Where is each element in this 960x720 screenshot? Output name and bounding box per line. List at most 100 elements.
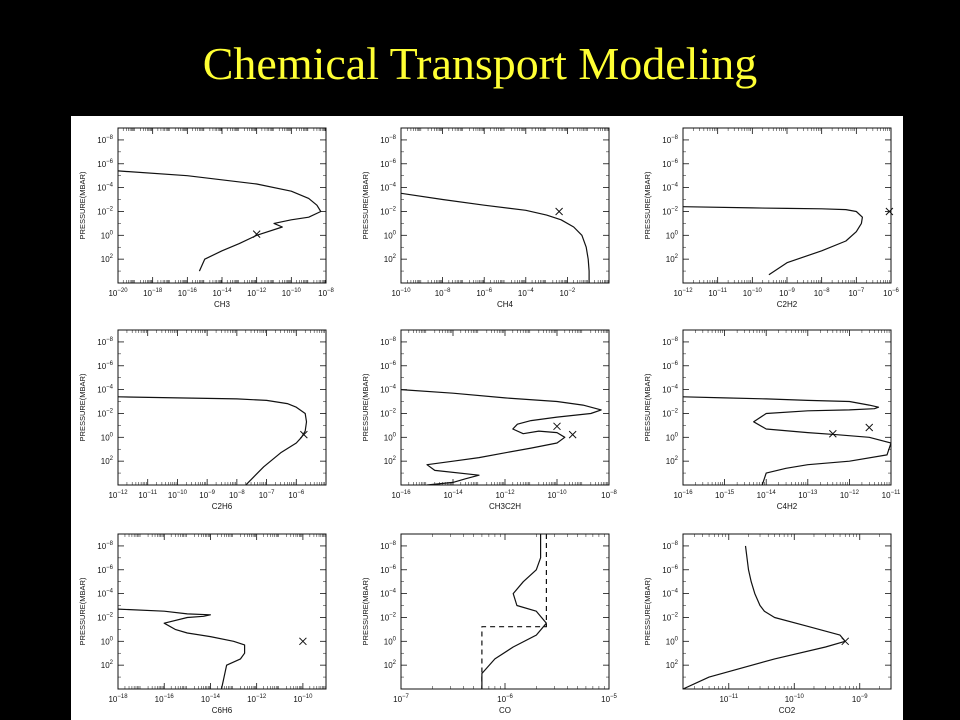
observation-marker [568, 430, 577, 439]
observation-marker [300, 430, 308, 439]
y-tick-label: 10−6 [380, 361, 396, 371]
x-tick-label: 10−10 [282, 288, 302, 298]
x-tick-label: 10−6 [476, 288, 492, 298]
series-line-0 [118, 608, 246, 689]
y-tick-label: 10−2 [97, 612, 113, 622]
x-axis-label: CO [499, 706, 511, 715]
figure-panel: 10−20 10−18 10−16 10−14 10−12 10−10 10−8 10−8 10… [71, 116, 903, 720]
x-axis-label: CH3 [214, 300, 231, 309]
x-axis-label: CH4 [497, 300, 514, 309]
x-tick-label: 10−5 [601, 694, 617, 704]
series-line-0 [118, 170, 322, 272]
y-tick-label: 10−4 [97, 183, 113, 193]
x-axis: 10−16 10−14 10−12 10−10 10−8 [391, 330, 618, 500]
y-tick-label: 10−4 [662, 385, 678, 395]
x-tick-label: 10−16 [178, 288, 198, 298]
x-axis-label: CH3C2H [489, 502, 521, 511]
x-tick-label: 10−10 [743, 288, 763, 298]
y-axis-label: PRESSURE(MBAR) [643, 171, 652, 239]
y-axis: 10−8 10−6 10−4 10−2 100 102 [662, 127, 891, 272]
y-tick-label: 10−6 [662, 565, 678, 575]
y-axis-label: PRESSURE(MBAR) [78, 171, 87, 239]
x-tick-label: 10−8 [318, 288, 334, 298]
profile-plots-grid: 10−20 10−18 10−16 10−14 10−12 10−10 10−8 10−8 10… [78, 127, 901, 715]
y-tick-label: 102 [666, 660, 679, 670]
y-tick-label: 10−4 [380, 385, 396, 395]
y-tick-label: 10−2 [97, 408, 113, 418]
x-tick-label: 10−14 [443, 490, 463, 500]
y-tick-label: 10−4 [380, 589, 396, 599]
plot-frame [400, 533, 610, 690]
y-tick-label: 10−2 [662, 408, 678, 418]
x-tick-label: 10−4 [518, 288, 534, 298]
x-tick-label: 10−16 [391, 490, 411, 500]
y-tick-label: 10−6 [662, 361, 678, 371]
x-axis: 10−20 10−18 10−16 10−14 10−12 10−10 10−8 [108, 128, 335, 298]
y-tick-label: 10−2 [662, 612, 678, 622]
x-tick-label: 10−10 [391, 288, 411, 298]
chart-panel-c6h6: 10−18 10−16 10−14 10−12 10−1010−810−610−410−… [78, 533, 327, 715]
y-axis-label: PRESSURE(MBAR) [643, 577, 652, 645]
plot-frame [117, 127, 327, 284]
observation-marker [252, 230, 261, 239]
y-tick-label: 10−2 [380, 612, 396, 622]
chart-panel-c2h2: 10−12 10−11 10−10 10−9 10−8 10−7 10−610−810−61… [643, 127, 900, 309]
chart-panel-ch3: 10−20 10−18 10−16 10−14 10−12 10−10 10−810−810… [78, 127, 335, 309]
y-tick-label: 100 [666, 636, 679, 646]
x-tick-label: 10−13 [798, 490, 818, 500]
observation-marker [885, 207, 894, 216]
x-tick-label: 10−20 [108, 288, 128, 298]
y-tick-label: 10−4 [662, 589, 678, 599]
plot-frame [117, 329, 327, 486]
y-tick-label: 10−2 [662, 206, 678, 216]
y-tick-label: 100 [666, 230, 679, 240]
y-tick-label: 10−6 [97, 565, 113, 575]
y-axis: 10−8 10−6 10−4 10−2 100 102 [380, 127, 609, 272]
plot-frame [682, 533, 892, 690]
y-tick-label: 10−6 [97, 361, 113, 371]
chart-panel-ch3c2h: 10−16 10−14 10−12 10−10 10−8 10−8 10−6 10−4 10−2… [361, 329, 618, 511]
y-axis-label: PRESSURE(MBAR) [361, 171, 370, 239]
y-tick-label: 100 [384, 230, 397, 240]
plot-frame [400, 127, 610, 284]
y-tick-label: 10−2 [380, 408, 396, 418]
y-tick-label: 10−2 [97, 206, 113, 216]
y-tick-label: 10−8 [97, 135, 113, 145]
y-tick-label: 10−6 [662, 159, 678, 169]
chart-panel-co2: 10−11 10−10 10−9 10−8 10−6 10−4 10−2 100 102 CO2 P… [643, 533, 892, 715]
x-tick-label: 10−10 [785, 694, 805, 704]
plot-frame [682, 329, 892, 486]
x-tick-label: 10−14 [757, 490, 777, 500]
y-axis-label: PRESSURE(MBAR) [78, 373, 87, 441]
x-axis-label: C4H2 [777, 502, 798, 511]
x-tick-label: 10−11 [708, 288, 727, 298]
y-tick-label: 102 [666, 254, 679, 264]
y-tick-label: 10−8 [662, 541, 678, 551]
x-tick-label: 10−11 [138, 490, 157, 500]
y-tick-label: 100 [101, 432, 114, 442]
x-axis-label: C2H6 [212, 502, 233, 511]
series-line-0 [118, 396, 308, 485]
y-axis: 10−8 10−6 10−4 10−2 100 102 [380, 329, 609, 474]
y-tick-label: 102 [384, 254, 397, 264]
y-tick-label: 10−8 [662, 135, 678, 145]
x-tick-label: 10−12 [673, 288, 693, 298]
series-line-0 [683, 545, 846, 689]
x-tick-label: 10−12 [247, 694, 267, 704]
y-tick-label: 102 [101, 254, 114, 264]
x-tick-label: 10−18 [108, 694, 128, 704]
x-tick-label: 10−12 [840, 490, 860, 500]
x-tick-label: 10−8 [814, 288, 830, 298]
x-tick-label: 10−2 [560, 288, 576, 298]
y-tick-label: 10−6 [380, 565, 396, 575]
y-tick-label: 100 [101, 636, 114, 646]
chart-panel-co: 10−7 10−6 10−5 10−8 10−6 10−4 10−2 100 102 CO PRES… [361, 533, 618, 715]
y-tick-label: 102 [384, 660, 397, 670]
plot-frame [400, 329, 610, 486]
x-axis-label: CO2 [779, 706, 796, 715]
x-tick-label: 10−11 [719, 694, 738, 704]
y-tick-label: 10−4 [380, 183, 396, 193]
x-axis: 10−11 10−10 10−9 [682, 534, 892, 704]
y-tick-label: 102 [101, 456, 114, 466]
series-line-0 [401, 389, 602, 485]
